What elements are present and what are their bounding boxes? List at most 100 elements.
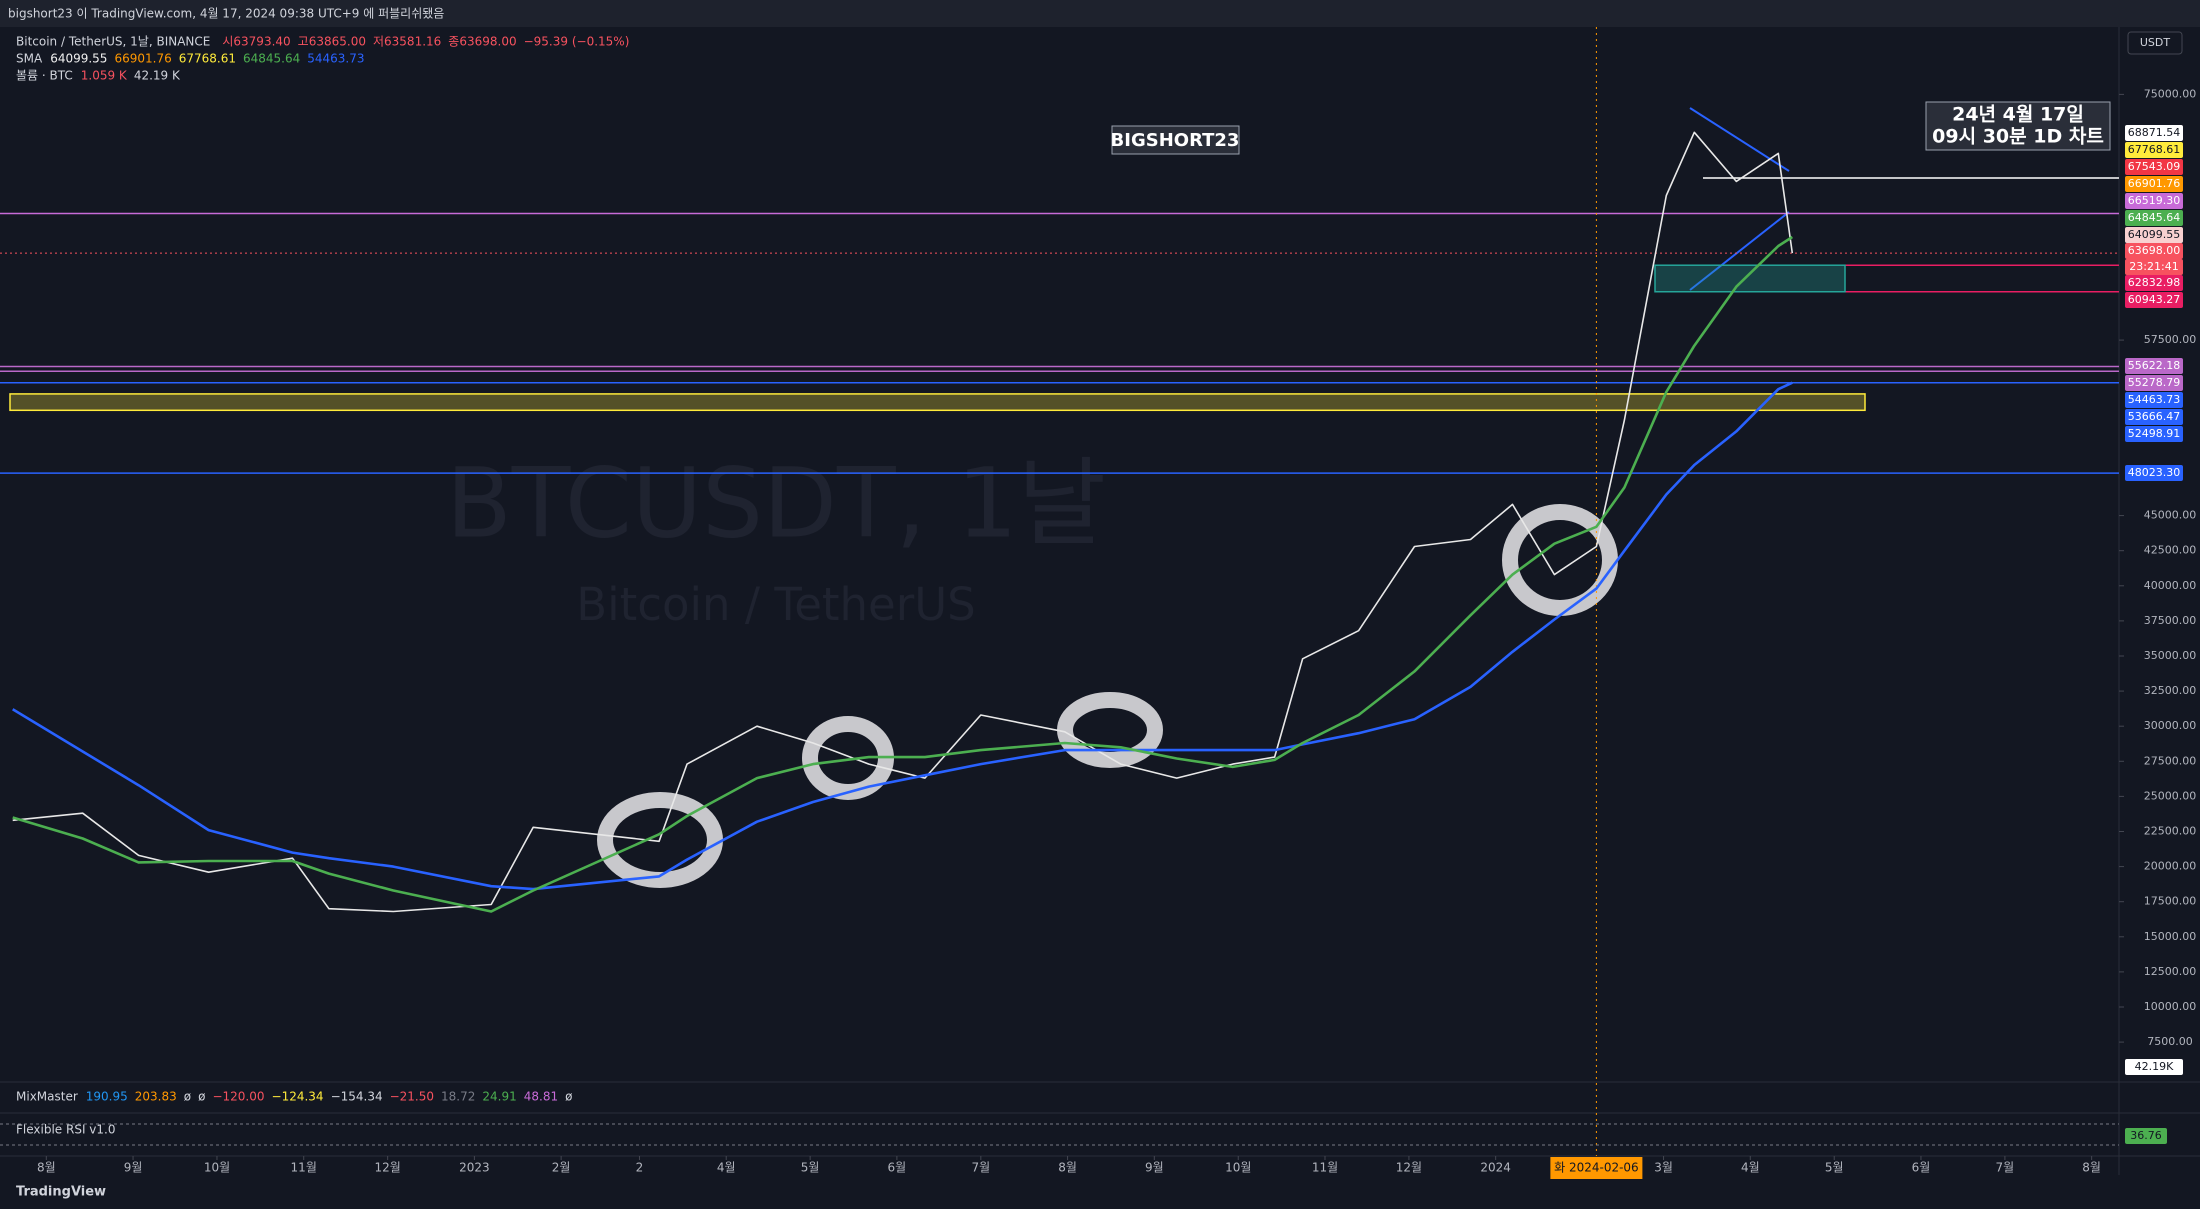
y-tick-label: 37500.00 (2144, 614, 2197, 627)
price-tag-label: 64099.55 (2128, 228, 2181, 241)
x-tick-label: 10월 (1225, 1161, 1251, 1175)
legend-value: −154.34 (331, 1090, 383, 1104)
price-tag-label: 64845.64 (2128, 211, 2181, 224)
legend-value: 203.83 (135, 1090, 177, 1104)
zone-box (1654, 264, 1846, 293)
scribble-circle (1502, 504, 1618, 616)
price-tag (2125, 243, 2183, 259)
price-tag-label: 55278.79 (2128, 376, 2181, 389)
legend-value: 종63698.00 (448, 35, 516, 49)
y-tick-label: 40000.00 (2144, 579, 2197, 592)
price-tag (2125, 465, 2183, 481)
timer-label: 23:21:41 (2129, 260, 2178, 273)
top-bar (0, 0, 2200, 27)
y-tick-label: 42500.00 (2144, 544, 2197, 557)
price-tag (2125, 375, 2183, 391)
currency-button[interactable] (2127, 31, 2183, 55)
x-tick-label: 2 (636, 1161, 644, 1175)
legend-value: 64099.55 (50, 52, 107, 66)
y-tick-label: 15000.00 (2144, 930, 2197, 943)
price-tag-label: 55622.18 (2128, 359, 2181, 372)
price-tag-label: 66519.30 (2128, 194, 2181, 207)
x-tick-label: 2월 (552, 1161, 571, 1175)
rsi-value: 36.76 (2130, 1129, 2162, 1142)
legend-value: 고63865.00 (298, 35, 366, 49)
y-tick-label: 30000.00 (2144, 719, 2197, 732)
volume-tag (2125, 1059, 2183, 1075)
x-tick-label: 10월 (204, 1161, 230, 1175)
scribble-circle (1057, 692, 1163, 768)
currency-label[interactable]: USDT (2140, 36, 2171, 49)
x-tick-label: 4월 (717, 1161, 736, 1175)
volume-tag-label: 42.19K (2135, 1060, 2174, 1073)
legend-value: −124.34 (272, 1090, 324, 1104)
plot (0, 27, 2119, 1156)
legend-value: 18.72 (441, 1090, 475, 1104)
wedge-line (1689, 107, 1790, 172)
legend-label: MixMaster (16, 1090, 78, 1104)
x-tick-label: 11월 (1312, 1161, 1338, 1175)
symbol-info: Bitcoin / TetherUS, 1날, BINANCE (16, 35, 210, 49)
scribble-circle (597, 792, 723, 888)
price-tag-label: 68871.54 (2128, 126, 2181, 139)
x-tick-label: 12월 (1396, 1161, 1422, 1175)
y-tick-label: 10000.00 (2144, 1000, 2197, 1013)
price-tag (2125, 210, 2183, 226)
price-tag (2125, 358, 2183, 374)
x-tick-label: 11월 (291, 1161, 317, 1175)
cursor-label: 화 2024-02-06 (1554, 1161, 1639, 1175)
x-tick-label: 8월 (1058, 1161, 1077, 1175)
price-tag-label: 66901.76 (2128, 177, 2181, 190)
legend-value: ø (184, 1090, 191, 1104)
x-tick-label: 12월 (374, 1161, 400, 1175)
legend-value: 1.059 K (81, 69, 128, 83)
legend-value: −21.50 (390, 1090, 434, 1104)
y-tick-label: 35000.00 (2144, 649, 2197, 662)
x-tick-label: 9월 (124, 1161, 143, 1175)
price-tag (2125, 392, 2183, 408)
legend-label: 볼륨 · BTC (16, 69, 73, 83)
x-tick-label: 6월 (1912, 1161, 1931, 1175)
legend-label: SMA (16, 52, 43, 66)
y-tick-label: 12500.00 (2144, 965, 2197, 978)
y-tick-label: 7500.00 (2147, 1035, 2193, 1048)
x-tick-label: 7월 (971, 1161, 990, 1175)
date-box (1925, 101, 2111, 151)
footer-bar (0, 1176, 2200, 1209)
y-tick-label: 45000.00 (2144, 509, 2197, 522)
price-tag-label: 60943.27 (2128, 293, 2181, 306)
x-tick-label: 9월 (1145, 1161, 1164, 1175)
price-tag (2125, 227, 2183, 243)
price-tag (2125, 292, 2183, 308)
price-line (12, 131, 1794, 913)
x-tick-label: 8월 (2082, 1161, 2101, 1175)
author-label: BIGSHORT23 (1111, 130, 1240, 151)
x-tick-label: 4월 (1741, 1161, 1760, 1175)
legend-value: ø (198, 1090, 205, 1104)
timer-tag (2125, 259, 2183, 275)
y-tick-label: 25000.00 (2144, 789, 2197, 802)
author-box (1111, 125, 1240, 155)
price-line (12, 381, 1793, 891)
legend-value: −120.00 (212, 1090, 264, 1104)
zone-box (9, 393, 1866, 412)
x-tick-label: 3월 (1654, 1161, 1673, 1175)
x-tick-label: 2024 (1480, 1161, 1511, 1175)
price-tag-label: 53666.47 (2128, 410, 2181, 423)
price-tag (2125, 159, 2183, 175)
rsi-tag (2125, 1128, 2167, 1144)
y-tick-label: 32500.00 (2144, 684, 2197, 697)
price-tag-label: 67768.61 (2128, 143, 2181, 156)
price-tag (2125, 409, 2183, 425)
price-tag (2125, 176, 2183, 192)
legend-value: 67768.61 (179, 52, 236, 66)
rsi-label: Flexible RSI v1.0 (16, 1123, 116, 1137)
x-tick-label: 5월 (1825, 1161, 1844, 1175)
price-tag (2125, 275, 2183, 291)
legend-value: 66901.76 (114, 52, 171, 66)
watermark-subtitle: Bitcoin / TetherUS (576, 578, 975, 631)
legend-value: −95.39 (−0.15%) (524, 35, 630, 49)
legend-value: 저63581.16 (373, 35, 441, 49)
